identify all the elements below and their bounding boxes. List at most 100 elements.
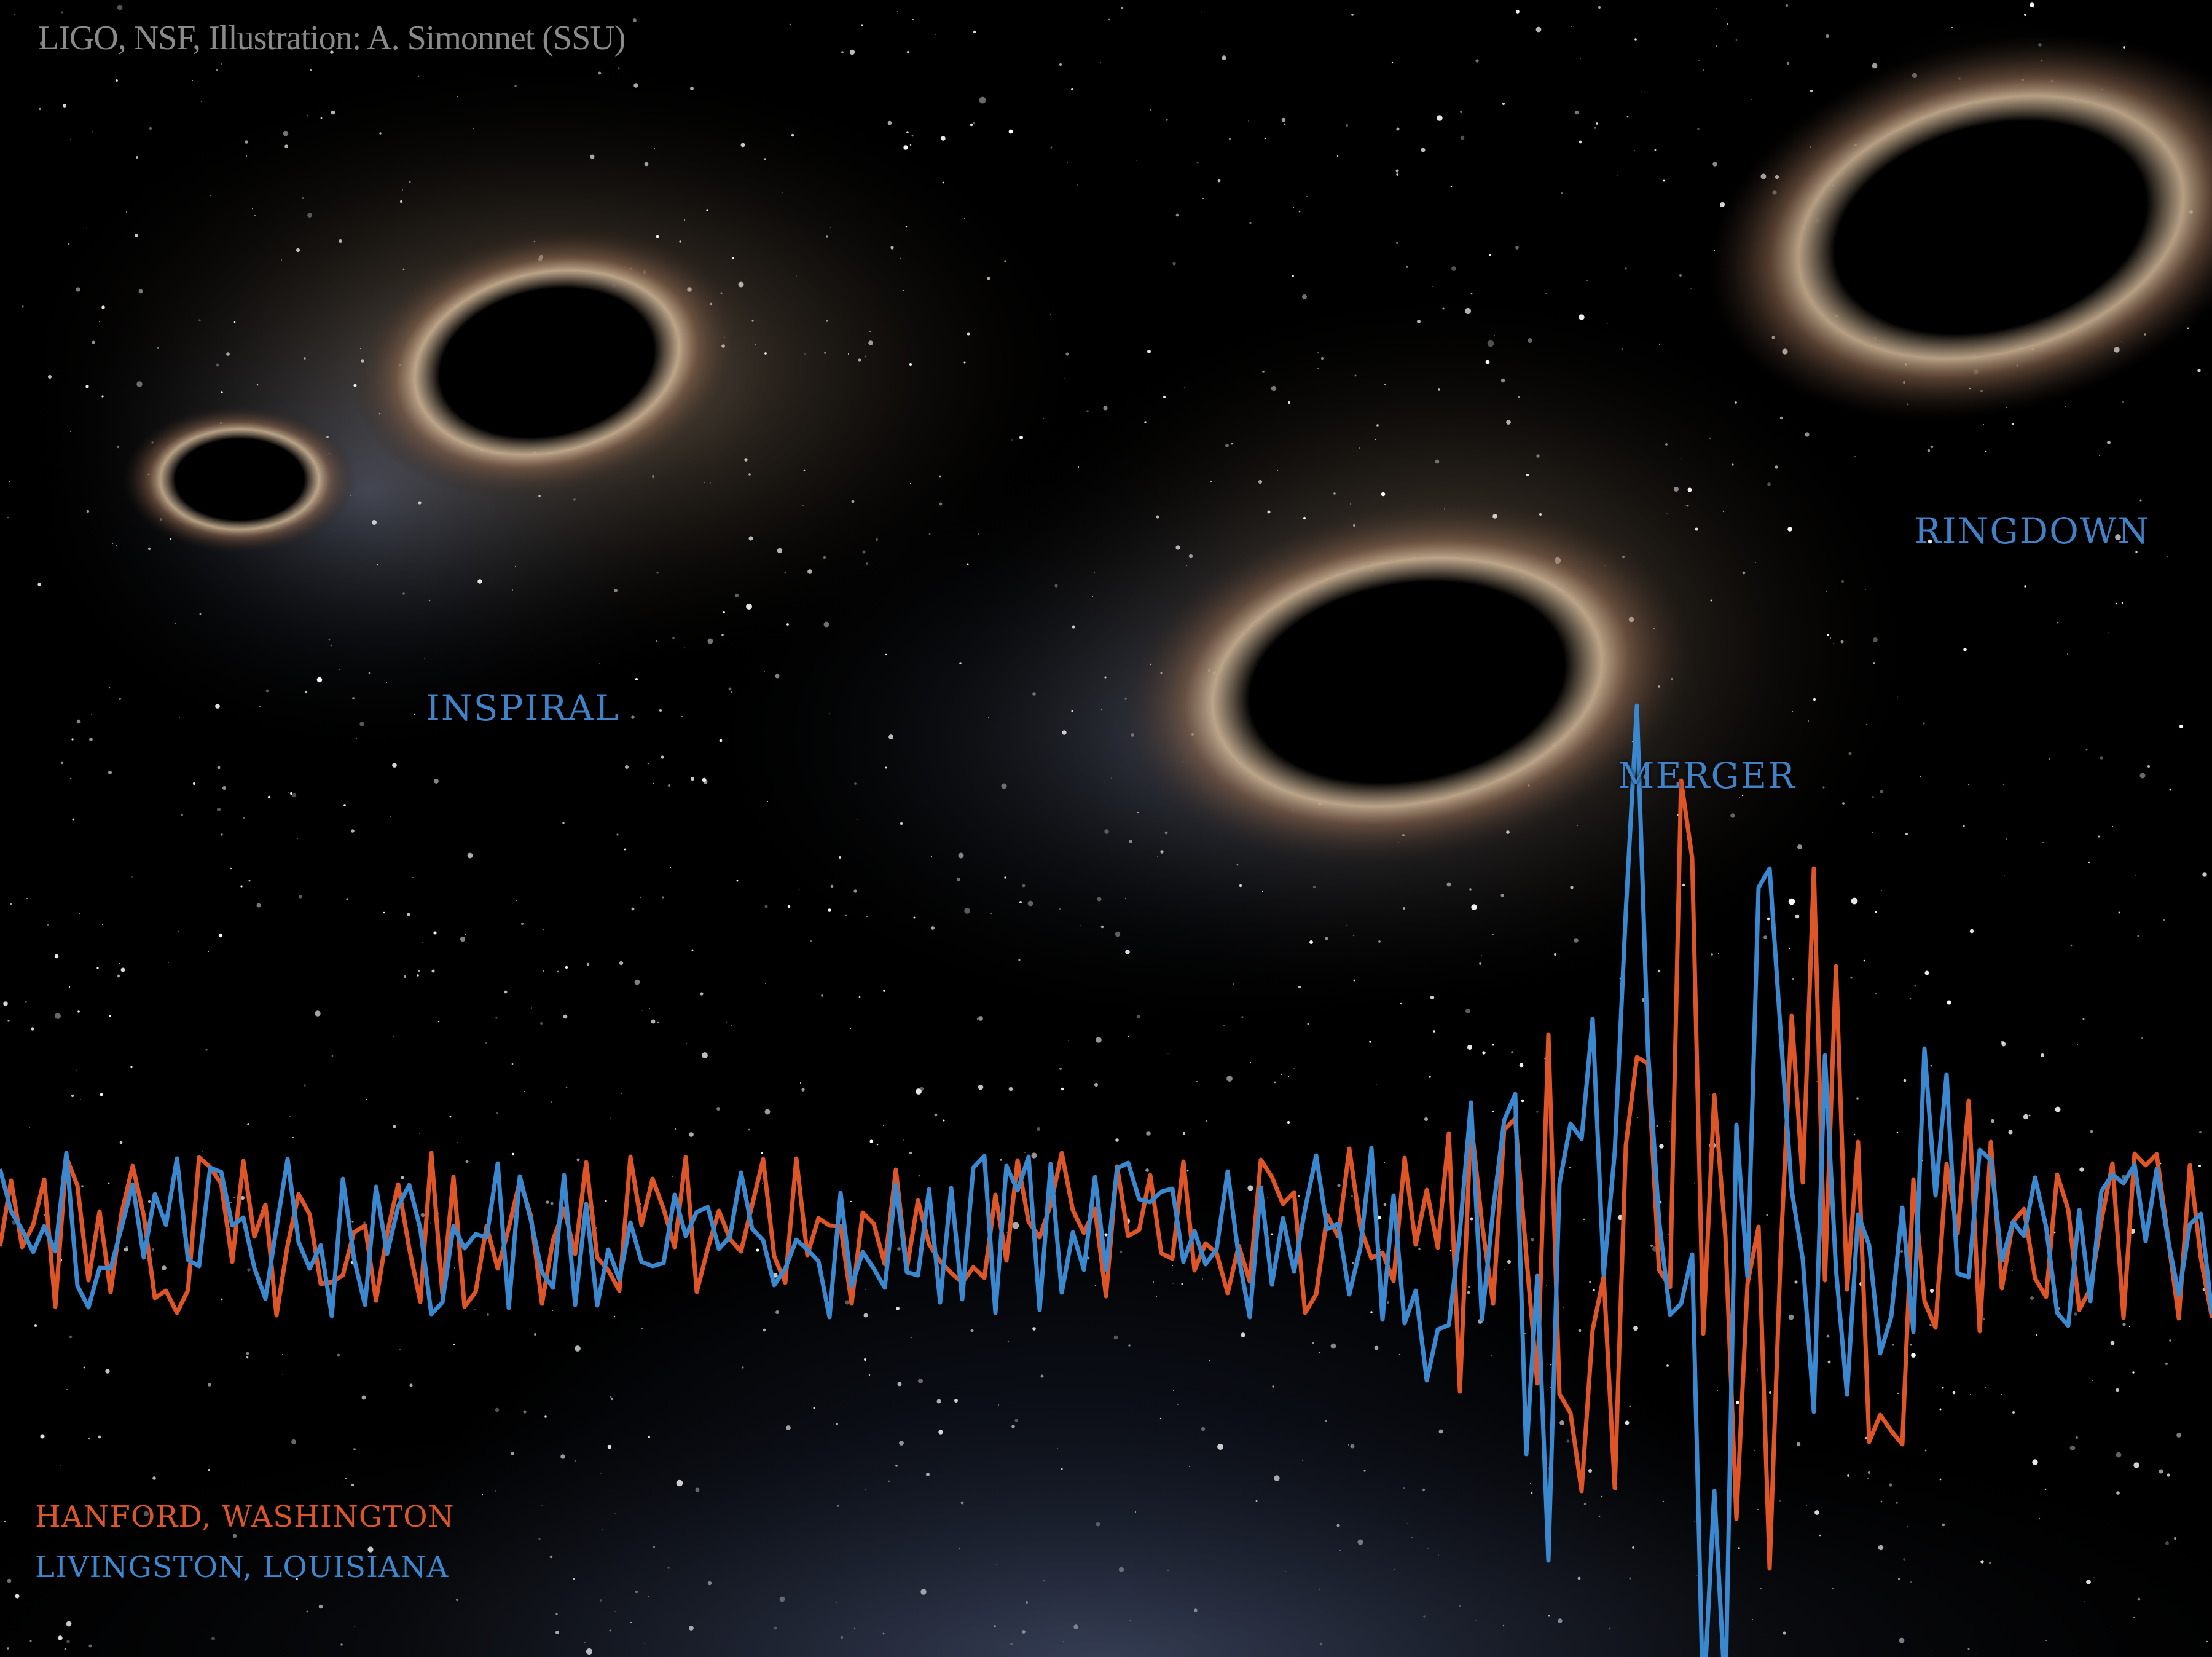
star — [1068, 1040, 1069, 1041]
star — [1136, 160, 1137, 161]
star — [1125, 950, 1130, 954]
star — [1896, 1131, 1899, 1133]
star — [2002, 783, 2005, 785]
star — [1475, 59, 1479, 63]
star — [702, 1052, 708, 1058]
star — [1579, 140, 1582, 144]
star — [10, 903, 12, 905]
star — [386, 682, 387, 683]
star — [215, 704, 220, 709]
star — [1460, 135, 1465, 140]
star — [648, 1007, 651, 1010]
star — [1528, 338, 1532, 343]
star — [1927, 449, 1931, 452]
star — [1735, 39, 1738, 41]
star — [281, 259, 282, 261]
star — [1228, 137, 1232, 141]
star — [1108, 18, 1110, 21]
star — [243, 817, 245, 819]
star — [635, 678, 638, 680]
star — [803, 469, 806, 471]
star — [1435, 459, 1440, 464]
star — [210, 195, 211, 196]
star — [1353, 979, 1355, 982]
star — [1376, 1084, 1377, 1085]
star — [943, 1119, 945, 1122]
star — [1149, 109, 1151, 111]
star — [1963, 825, 1965, 827]
star — [1288, 401, 1290, 404]
star — [1378, 940, 1381, 943]
star — [77, 1010, 80, 1013]
star — [1467, 1045, 1472, 1050]
star — [1267, 510, 1271, 514]
star — [539, 1021, 543, 1025]
star — [1094, 1082, 1099, 1087]
star — [467, 852, 473, 859]
star — [259, 706, 261, 707]
star — [751, 320, 754, 322]
star — [973, 122, 975, 124]
star — [226, 352, 230, 356]
star — [55, 1013, 61, 1019]
star — [1487, 340, 1494, 347]
star — [1536, 454, 1540, 458]
star — [38, 107, 42, 111]
star — [761, 1152, 763, 1154]
star — [848, 353, 849, 355]
star — [1833, 643, 1834, 644]
star — [1637, 1117, 1638, 1118]
star — [330, 644, 332, 647]
star — [1574, 110, 1579, 115]
star — [625, 765, 629, 769]
star — [686, 1043, 687, 1044]
star — [434, 779, 439, 784]
star — [1625, 267, 1627, 270]
star — [704, 482, 705, 483]
star — [731, 691, 733, 693]
star — [2198, 1130, 2202, 1134]
star — [2030, 2, 2034, 7]
star — [245, 140, 248, 144]
star — [684, 647, 685, 648]
star — [68, 243, 70, 245]
star — [1856, 1097, 1859, 1100]
star — [1146, 1131, 1151, 1136]
star — [862, 550, 866, 554]
star — [1287, 1075, 1290, 1077]
star — [31, 1027, 34, 1031]
star — [1963, 648, 1967, 651]
star — [2098, 835, 2100, 838]
star — [849, 1028, 852, 1030]
star — [1930, 1065, 1932, 1067]
star — [1429, 1076, 1431, 1078]
star — [1792, 711, 1793, 712]
star — [240, 885, 243, 888]
star — [799, 889, 800, 890]
star — [76, 719, 81, 724]
star — [964, 218, 965, 219]
star — [307, 213, 312, 218]
star — [765, 983, 766, 984]
star — [2197, 369, 2201, 372]
star — [1681, 458, 1682, 459]
star — [1248, 120, 1249, 122]
star — [265, 689, 269, 693]
star — [939, 475, 941, 478]
star — [47, 924, 49, 926]
star — [310, 69, 312, 71]
star — [1302, 294, 1307, 299]
star — [1459, 110, 1463, 114]
star — [1424, 1117, 1429, 1122]
star — [748, 536, 753, 541]
star — [198, 319, 201, 321]
star — [1471, 904, 1477, 910]
star — [1668, 1120, 1671, 1123]
star — [913, 916, 916, 919]
star — [515, 899, 517, 902]
star — [1233, 983, 1234, 985]
star — [221, 391, 223, 393]
star — [672, 637, 675, 639]
star — [1905, 833, 1908, 835]
star — [1841, 580, 1844, 583]
